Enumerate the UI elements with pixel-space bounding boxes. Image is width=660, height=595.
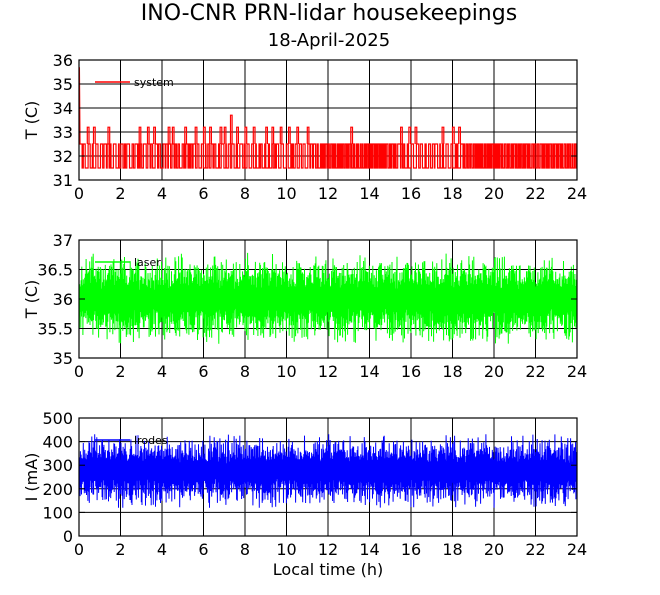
lrodes-xtick-label-4: 4 [157,540,167,559]
system-gridlines [79,60,577,180]
lrodes-ytick-label-500: 500 [42,409,73,428]
lrodes-xtick-label-0: 0 [74,540,84,559]
system-xtick-label-8: 8 [240,184,250,203]
lrodes-ytick-label-0: 0 [63,527,73,546]
lrodes-ytick-label-200: 200 [42,480,73,499]
laser-legend-label: laser [134,256,161,269]
laser-ytick-label-36.5: 36.5 [37,261,73,280]
figure-title: INO-CNR PRN-lidar housekeepings [141,1,517,26]
lrodes-xtick-label-18: 18 [442,540,462,559]
lrodes-x-axis-label: Local time (h) [273,560,383,579]
laser-xtick-label-12: 12 [318,362,338,381]
laser-xtick-label-24: 24 [567,362,587,381]
lrodes-ytick-label-400: 400 [42,433,73,452]
laser-xtick-label-4: 4 [157,362,167,381]
system-ytick-label-31: 31 [53,171,73,190]
system-y-axis-label: T (C) [22,101,41,141]
system-series-line [79,67,577,169]
system-xtick-label-16: 16 [401,184,421,203]
lrodes-xtick-label-22: 22 [525,540,545,559]
laser-xtick-label-2: 2 [115,362,125,381]
laser-y-axis-label: T (C) [22,280,41,320]
system-xtick-label-6: 6 [198,184,208,203]
laser-xtick-label-22: 22 [525,362,545,381]
lrodes-xtick-label-16: 16 [401,540,421,559]
system-xtick-label-12: 12 [318,184,338,203]
figure-subtitle: 18-April-2025 [268,30,390,51]
laser-xtick-label-14: 14 [359,362,379,381]
system-ytick-label-33: 33 [53,123,73,142]
laser-ytick-label-36: 36 [53,290,73,309]
laser-xtick-label-6: 6 [198,362,208,381]
lrodes-series-line [79,434,577,508]
laser-series-line [79,252,577,344]
lrodes-xtick-label-8: 8 [240,540,250,559]
laser-xtick-label-0: 0 [74,362,84,381]
lrodes-y-axis-label: I (mA) [22,453,41,502]
system-xtick-label-2: 2 [115,184,125,203]
lrodes-xtick-label-14: 14 [359,540,379,559]
lrodes-legend-label: lrodes [134,434,168,447]
system-xtick-label-24: 24 [567,184,587,203]
system-xtick-label-22: 22 [525,184,545,203]
system-xtick-label-10: 10 [276,184,296,203]
lrodes-ytick-label-300: 300 [42,456,73,475]
lrodes-xtick-label-12: 12 [318,540,338,559]
lrodes-xtick-label-24: 24 [567,540,587,559]
lrodes-ytick-label-100: 100 [42,503,73,522]
system-xtick-label-14: 14 [359,184,379,203]
laser-ytick-label-35: 35 [53,349,73,368]
laser-ytick-label-37: 37 [53,231,73,250]
lrodes-xtick-label-6: 6 [198,540,208,559]
system-ytick-label-32: 32 [53,147,73,166]
system-legend-label: system [134,76,174,89]
lrodes-xtick-label-10: 10 [276,540,296,559]
laser-xtick-label-16: 16 [401,362,421,381]
laser-xtick-label-10: 10 [276,362,296,381]
laser-xtick-label-8: 8 [240,362,250,381]
lrodes-xtick-label-2: 2 [115,540,125,559]
system-ytick-label-36: 36 [53,51,73,70]
system-xtick-label-0: 0 [74,184,84,203]
lrodes-xtick-label-20: 20 [484,540,504,559]
system-xtick-label-4: 4 [157,184,167,203]
system-ytick-label-35: 35 [53,75,73,94]
laser-xtick-label-18: 18 [442,362,462,381]
system-xtick-label-20: 20 [484,184,504,203]
laser-xtick-label-20: 20 [484,362,504,381]
laser-ytick-label-35.5: 35.5 [37,320,73,339]
system-xtick-label-18: 18 [442,184,462,203]
system-ytick-label-34: 34 [53,99,73,118]
